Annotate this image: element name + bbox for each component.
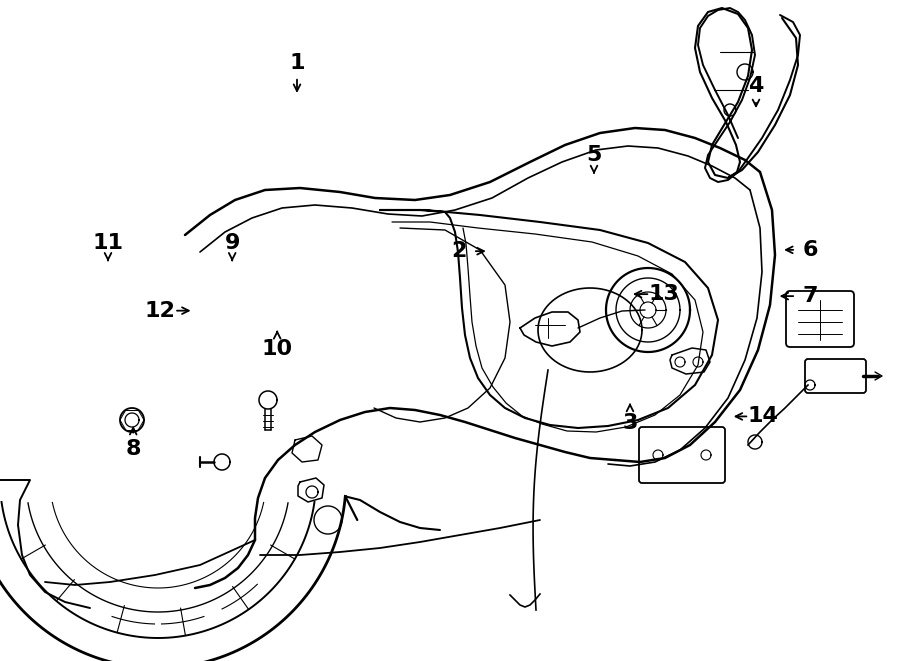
Text: 14: 14 <box>748 407 778 426</box>
Text: 12: 12 <box>145 301 176 321</box>
Text: 11: 11 <box>93 233 123 253</box>
Text: 8: 8 <box>125 440 141 459</box>
Text: 10: 10 <box>262 339 292 359</box>
Text: 13: 13 <box>649 284 680 304</box>
Text: 7: 7 <box>802 286 818 306</box>
Text: 2: 2 <box>451 241 467 261</box>
Text: 5: 5 <box>586 145 602 165</box>
Text: 3: 3 <box>622 413 638 433</box>
Text: 9: 9 <box>224 233 240 253</box>
Text: 6: 6 <box>802 240 818 260</box>
Text: 4: 4 <box>748 76 764 96</box>
Text: 1: 1 <box>289 53 305 73</box>
